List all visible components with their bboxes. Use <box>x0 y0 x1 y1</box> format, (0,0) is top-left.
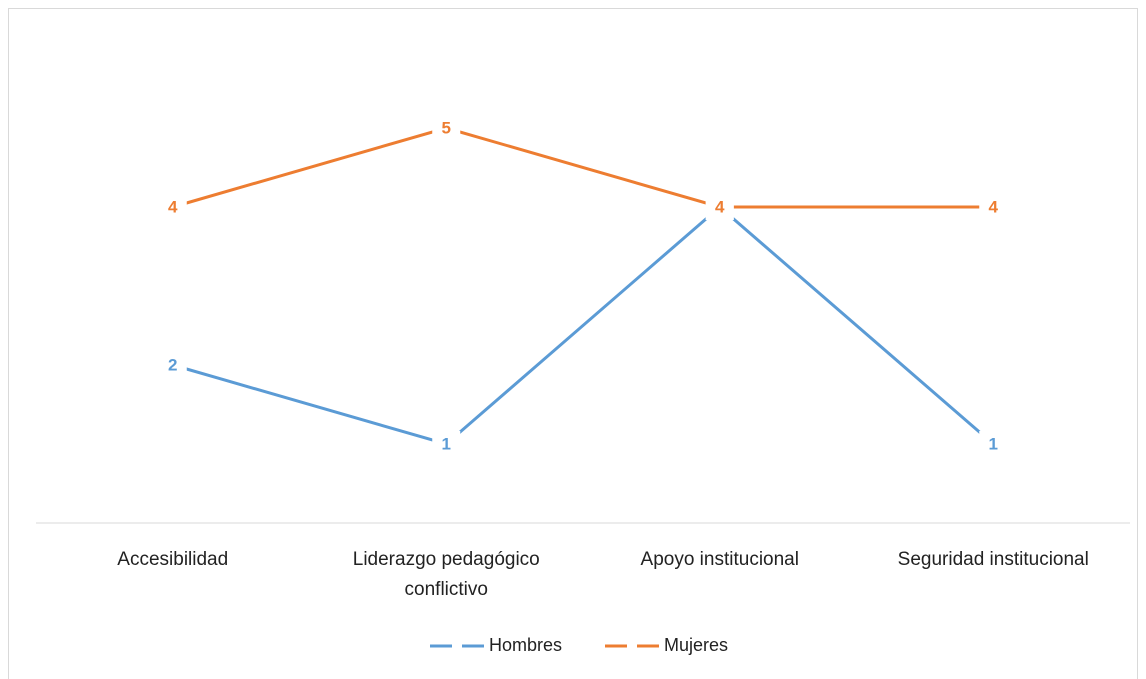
x-tick-label: Apoyo institucional <box>640 549 799 570</box>
x-tick-label: Liderazgo pedagógico conflictivo <box>352 549 540 600</box>
data-label: 1 <box>442 434 451 453</box>
data-label-bg <box>705 194 734 220</box>
chart-border <box>8 8 1138 679</box>
x-tick-label: Accesibilidad <box>117 549 229 570</box>
data-label: 4 <box>989 197 999 216</box>
series-line <box>172 126 994 209</box>
data-label: 2 <box>168 355 177 374</box>
data-label-bg <box>979 194 1008 220</box>
data-label-bg <box>158 194 187 220</box>
x-tick-label: Seguridad institucional <box>897 549 1089 570</box>
legend-label: Mujeres <box>664 635 728 655</box>
data-label: 4 <box>715 197 725 216</box>
data-label-bg <box>432 431 461 457</box>
data-label-bg <box>432 115 461 141</box>
legend-label: Hombres <box>489 635 562 655</box>
data-label-bg <box>158 352 187 378</box>
data-label: 4 <box>168 197 178 216</box>
data-label-bg <box>979 431 1008 457</box>
data-label: 1 <box>989 434 998 453</box>
series-line <box>172 205 995 446</box>
data-label: 5 <box>442 118 451 137</box>
